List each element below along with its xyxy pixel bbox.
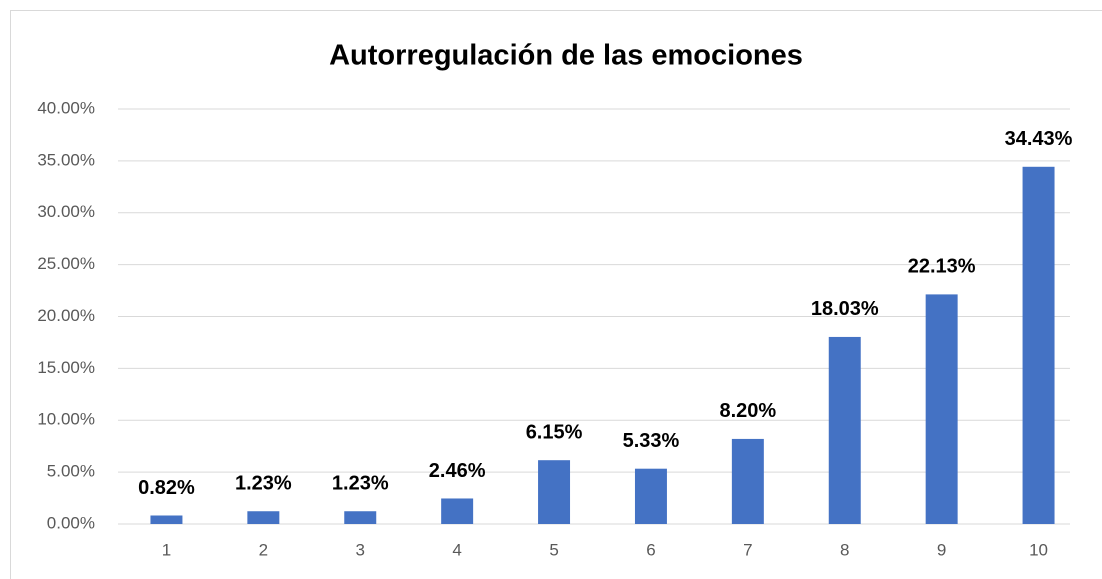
data-label: 1.23% — [235, 473, 292, 495]
bar — [538, 460, 571, 524]
data-label: 5.33% — [623, 430, 680, 452]
data-label: 34.43% — [1005, 128, 1073, 150]
y-tick-label: 35.00% — [37, 150, 95, 169]
y-tick-label: 40.00% — [37, 98, 95, 117]
bar — [828, 336, 861, 524]
x-tick-label: 5 — [549, 540, 558, 559]
x-tick-label: 7 — [743, 540, 752, 559]
bar — [247, 511, 280, 524]
chart-title: Autorregulación de las emociones — [329, 40, 803, 72]
x-tick-label: 3 — [356, 540, 365, 559]
bar — [1022, 166, 1055, 524]
x-tick-label: 6 — [646, 540, 655, 559]
bar — [150, 515, 183, 524]
y-tick-label: 0.00% — [47, 513, 95, 532]
x-tick-label: 10 — [1029, 540, 1048, 559]
bar — [344, 511, 377, 524]
x-tick-label: 9 — [937, 540, 946, 559]
x-tick-label: 2 — [259, 540, 268, 559]
y-tick-label: 5.00% — [47, 462, 95, 481]
data-label: 6.15% — [526, 421, 583, 443]
data-label: 22.13% — [908, 256, 976, 278]
y-tick-label: 25.00% — [37, 254, 95, 273]
data-label: 8.20% — [719, 400, 776, 422]
bar — [731, 438, 764, 524]
bar — [925, 294, 958, 524]
data-label: 0.82% — [138, 477, 195, 499]
y-tick-label: 20.00% — [37, 306, 95, 325]
y-tick-label: 10.00% — [37, 410, 95, 429]
y-tick-label: 30.00% — [37, 202, 95, 221]
data-label: 2.46% — [429, 460, 486, 482]
x-tick-label: 4 — [452, 540, 461, 559]
y-tick-label: 15.00% — [37, 358, 95, 377]
x-tick-label: 1 — [162, 540, 171, 559]
x-tick-label: 8 — [840, 540, 849, 559]
data-label: 1.23% — [332, 473, 389, 495]
bar — [634, 468, 667, 524]
bar — [441, 498, 474, 524]
data-label: 18.03% — [811, 298, 879, 320]
chart-border — [10, 10, 1102, 579]
